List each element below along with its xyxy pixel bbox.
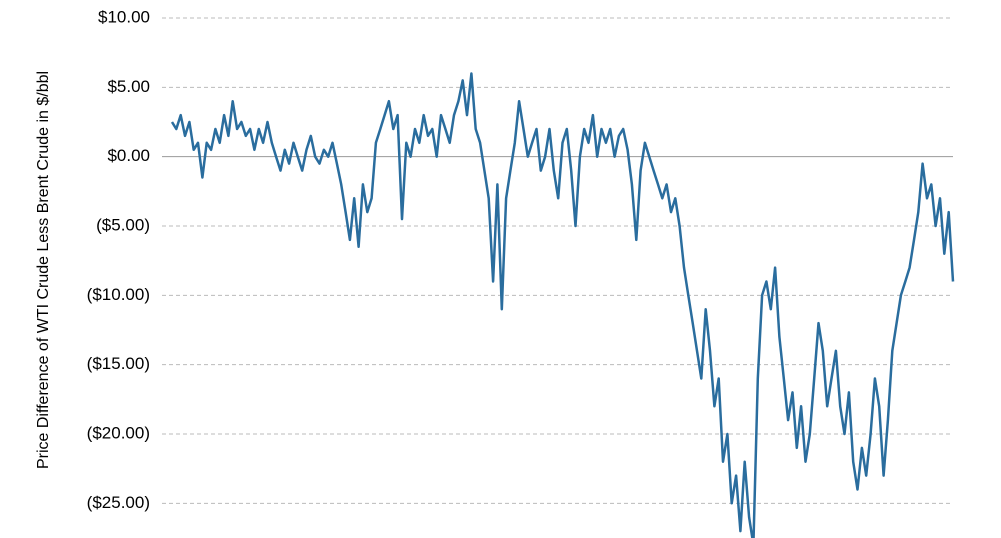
data-line [170,72,955,538]
y-tick-label: $0.00 [107,146,150,165]
y-tick-label: ($5.00) [96,215,150,234]
y-tick-label: $5.00 [107,77,150,96]
y-axis-title: Price Difference of WTI Crude Less Brent… [35,71,52,469]
y-tick-label: ($15.00) [87,354,150,373]
y-tick-label: $10.00 [98,8,150,27]
y-tick-label: ($10.00) [87,285,150,304]
y-tick-label: ($25.00) [87,493,150,512]
y-tick-label: ($20.00) [87,423,150,442]
